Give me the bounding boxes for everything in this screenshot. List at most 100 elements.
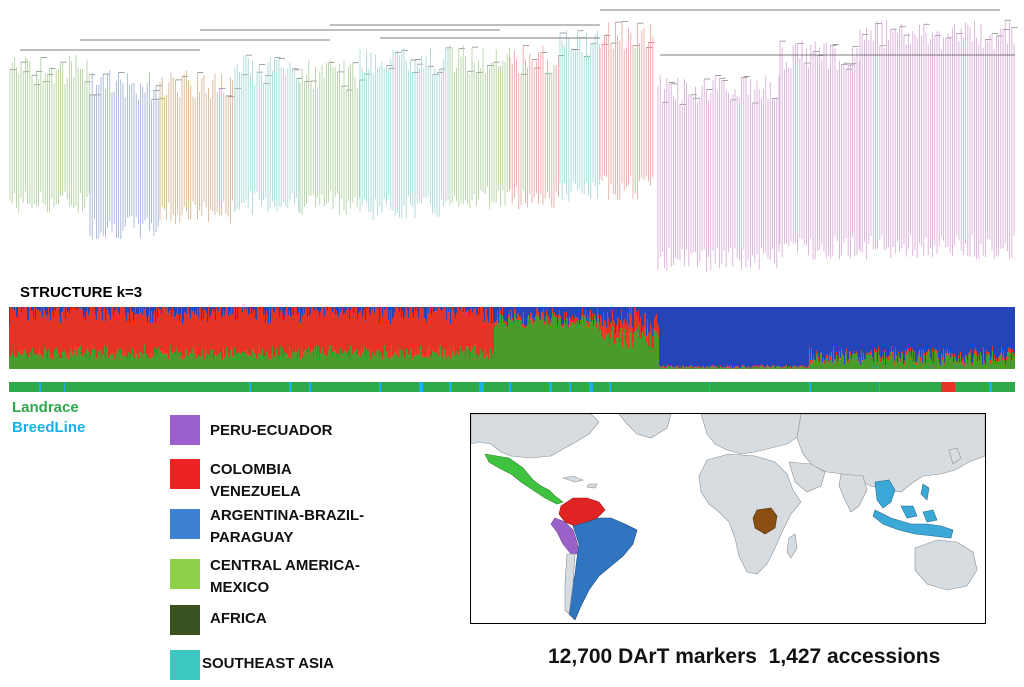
structure-bar — [382, 307, 384, 317]
structure-bar — [242, 307, 244, 313]
structure-bar — [354, 307, 356, 352]
structure-bar — [908, 351, 910, 369]
structure-bar — [560, 316, 562, 318]
structure-bar — [257, 307, 259, 357]
structure-bar — [886, 356, 888, 369]
structure-bar — [659, 366, 661, 369]
structure-bar — [864, 359, 866, 369]
structure-bar — [134, 315, 136, 358]
structure-bar — [436, 311, 438, 354]
structure-bar — [791, 367, 793, 369]
structure-bar — [372, 307, 374, 310]
structure-bar — [254, 307, 256, 310]
structure-bar — [282, 307, 284, 314]
structure-bar — [854, 353, 856, 355]
structure-bar — [665, 367, 667, 369]
structure-bar — [137, 307, 139, 314]
structure-bar — [672, 366, 674, 368]
structure-bar — [136, 354, 138, 369]
structure-bar — [113, 352, 115, 369]
structure-bar — [191, 307, 193, 310]
structure-bar — [648, 345, 650, 369]
structure-bar — [939, 363, 941, 369]
structure-bar — [557, 324, 559, 328]
structure-bar — [622, 307, 624, 324]
structure-bar — [14, 357, 16, 369]
structure-bar — [301, 348, 303, 369]
structure-bar — [60, 307, 62, 324]
structure-bar — [916, 364, 918, 369]
structure-bar — [583, 321, 585, 369]
structure-bar — [832, 363, 834, 369]
structure-bar — [505, 326, 507, 369]
structure-bar — [332, 351, 334, 369]
structure-bar — [898, 351, 900, 354]
structure-bar — [766, 366, 768, 369]
structure-bar — [31, 307, 33, 312]
structure-bar — [422, 307, 424, 357]
structure-bar — [783, 366, 785, 368]
structure-bar — [378, 349, 380, 369]
structure-bar — [323, 307, 325, 354]
structure-bar — [261, 354, 263, 369]
structure-bar — [757, 366, 759, 369]
structure-bar — [829, 307, 831, 354]
structure-bar — [150, 322, 152, 360]
structure-bar — [243, 307, 245, 357]
structure-bar — [501, 307, 503, 316]
structure-bar — [678, 367, 680, 369]
structure-bar — [622, 347, 624, 369]
structure-bar — [934, 350, 936, 369]
structure-bar — [543, 307, 545, 310]
structure-bar — [29, 354, 31, 369]
structure-bar — [798, 366, 800, 369]
structure-bar — [778, 366, 780, 369]
structure-bar — [699, 367, 701, 369]
structure-bar — [637, 332, 639, 369]
structure-bar — [452, 307, 454, 352]
structure-bar — [870, 351, 872, 355]
structure-bar — [158, 307, 160, 309]
structure-bar — [869, 357, 871, 369]
structure-bar — [495, 322, 497, 324]
structure-bar — [796, 368, 798, 369]
structure-bar — [557, 327, 559, 369]
structure-bar — [874, 348, 876, 353]
structure-bar — [46, 307, 48, 317]
structure-bar — [891, 307, 893, 347]
structure-bar — [475, 344, 477, 369]
structure-bar — [667, 364, 669, 367]
structure-bar — [629, 329, 631, 369]
structure-bar — [308, 307, 310, 348]
structure-bar — [109, 307, 111, 316]
structure-bar — [989, 356, 991, 369]
structure-bar — [209, 357, 211, 369]
structure-bar — [193, 309, 195, 346]
structure-bar — [523, 311, 525, 319]
structure-bar — [871, 307, 873, 351]
structure-bar — [619, 307, 621, 332]
breedline-mark — [989, 382, 992, 392]
structure-bar — [588, 322, 590, 328]
structure-bar — [231, 307, 233, 308]
structure-bar — [649, 349, 651, 369]
structure-bar — [639, 321, 641, 338]
structure-bar — [256, 307, 258, 320]
structure-bar — [444, 349, 446, 369]
structure-bar — [367, 307, 369, 310]
structure-bar — [31, 357, 33, 369]
swatch-colombia-venezuela — [170, 459, 200, 489]
structure-bar — [992, 350, 994, 369]
structure-bar — [670, 365, 672, 367]
structure-bar — [914, 351, 916, 352]
structure-bar — [589, 318, 591, 369]
structure-bar — [735, 367, 737, 369]
structure-bar — [563, 307, 565, 325]
structure-bar — [621, 307, 623, 311]
structure-bar — [82, 307, 84, 310]
structure-bar — [10, 355, 12, 369]
structure-bar — [438, 355, 440, 369]
structure-bar — [283, 320, 285, 359]
structure-bar — [21, 312, 23, 349]
structure-bar — [426, 322, 428, 358]
